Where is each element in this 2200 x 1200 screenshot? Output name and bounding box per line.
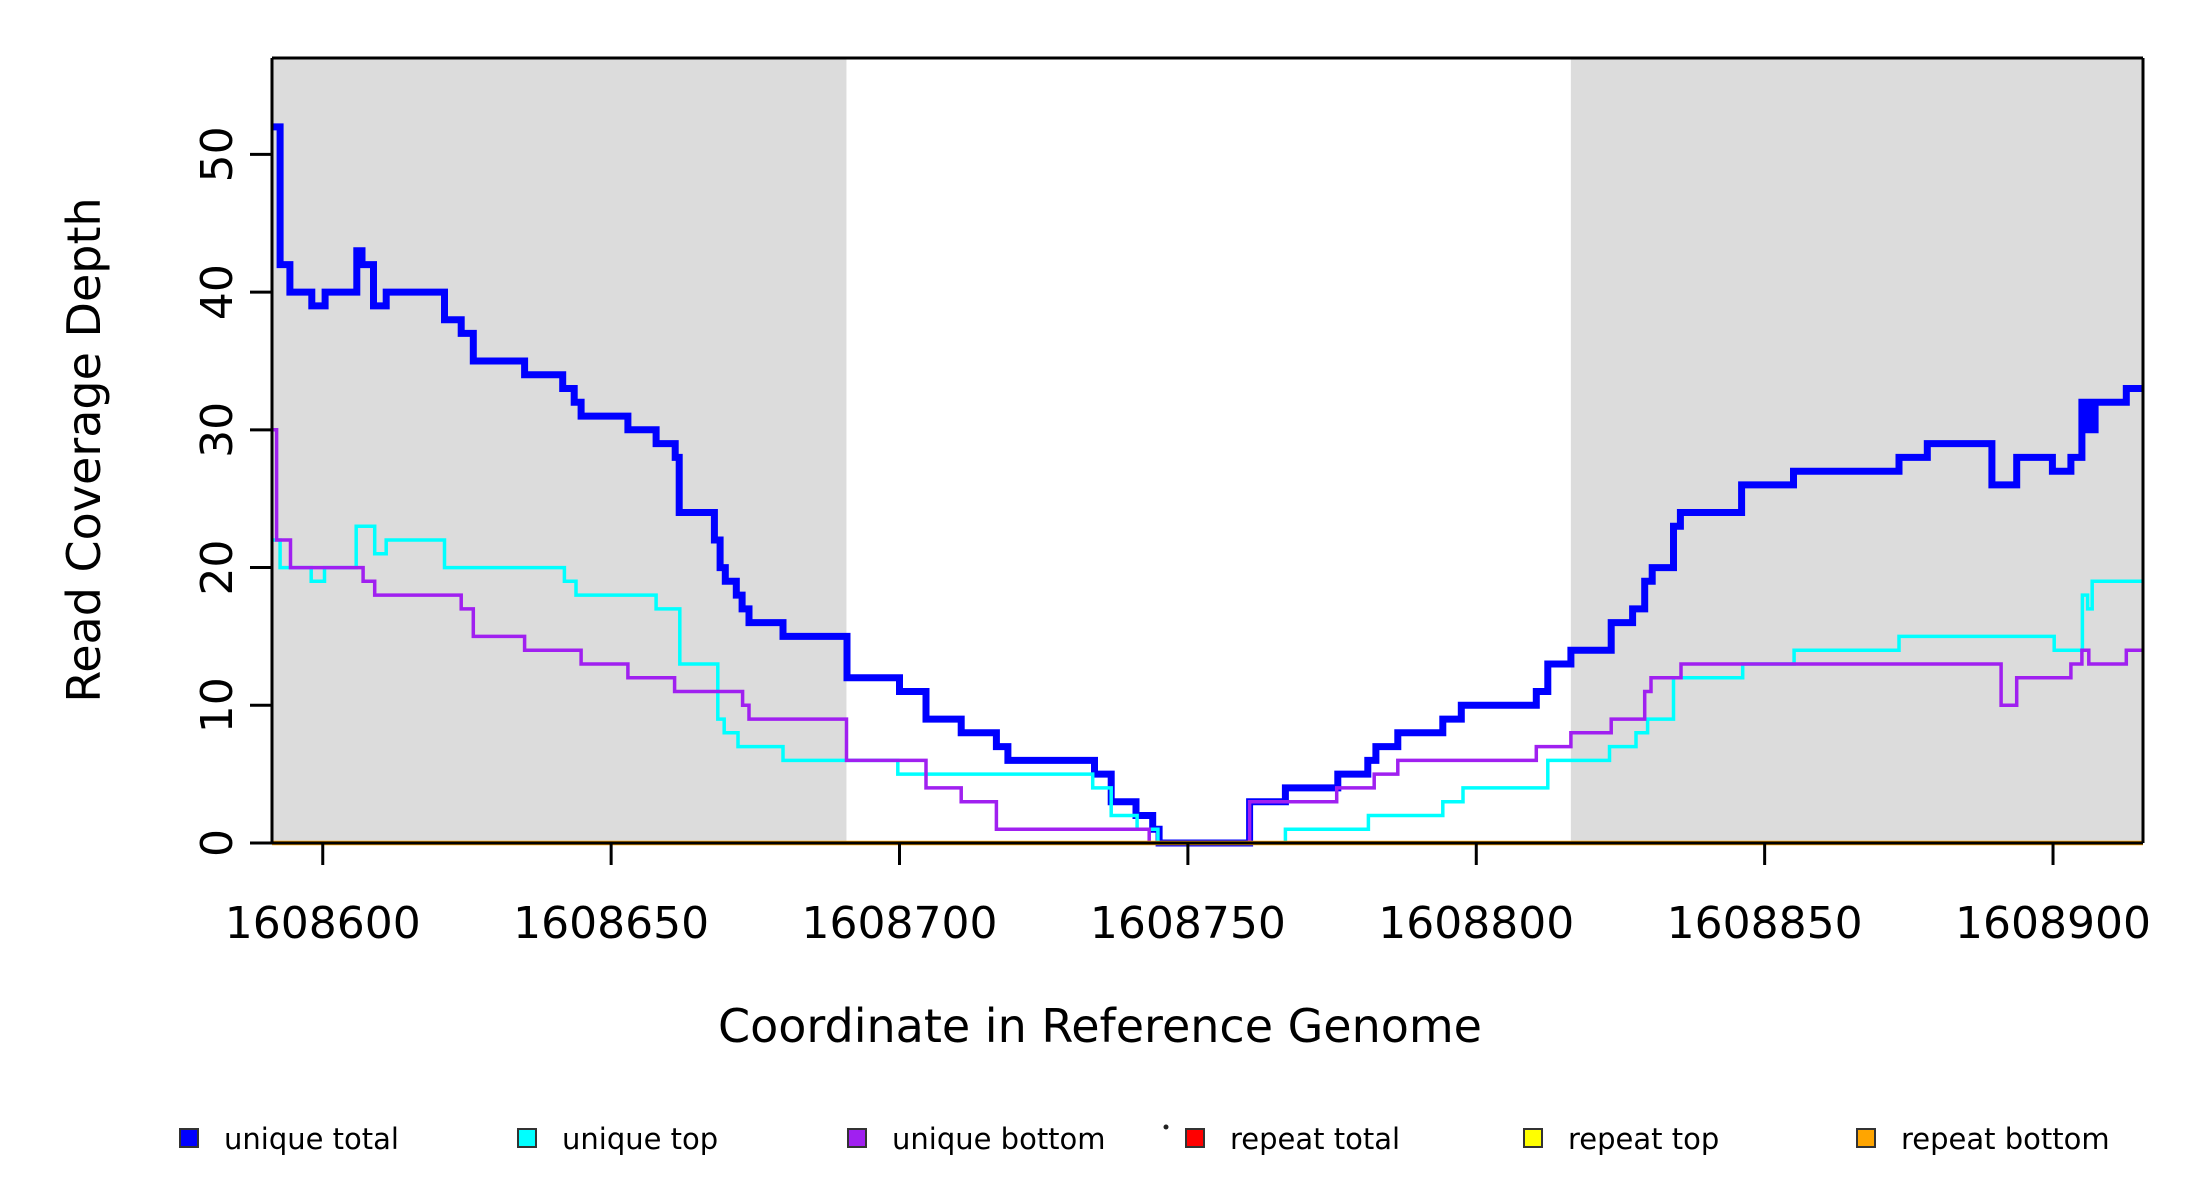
legend-item-repeat-bottom: repeat bottom	[1856, 1122, 2110, 1156]
axes: 1608600 1608650 1608700 1608750 1608800 16088…	[192, 56, 2151, 949]
x-tick-label: 1608600	[225, 898, 421, 949]
legend-swatch	[1523, 1128, 1543, 1148]
legend-label: repeat top	[1568, 1122, 1719, 1156]
legend-item-unique-bottom: unique bottom	[847, 1122, 1106, 1156]
y-tick-label: 20	[192, 540, 243, 596]
x-tick-label: 1608650	[513, 898, 709, 949]
x-axis-title: Coordinate in Reference Genome	[718, 999, 1482, 1053]
shaded-region	[1570, 58, 2143, 843]
legend-swatch	[1185, 1128, 1205, 1148]
legend-label: repeat total	[1230, 1122, 1400, 1156]
y-tick-label: 50	[192, 126, 243, 182]
legend-item-unique-total: unique total	[179, 1122, 399, 1156]
y-axis-title: Read Coverage Depth	[57, 197, 111, 702]
legend-swatch	[517, 1128, 537, 1148]
x-tick-label: 1608900	[1955, 898, 2151, 949]
x-tick-label: 1608700	[802, 898, 998, 949]
legend-item-repeat-top: repeat top	[1523, 1122, 1719, 1156]
legend-swatch	[847, 1128, 867, 1148]
y-tick-label: 0	[192, 829, 243, 857]
series-unique-bottom	[272, 428, 2143, 845]
y-tick-label: 40	[192, 264, 243, 320]
series-unique-total	[272, 123, 2143, 847]
shaded-region	[272, 58, 847, 843]
x-tick-label: 1608850	[1667, 898, 1863, 949]
stray-dot	[1163, 1124, 1169, 1130]
legend: unique total unique top unique bottom repea…	[179, 1122, 2110, 1156]
shaded-regions	[272, 58, 2143, 843]
y-tick-label: 30	[192, 402, 243, 458]
legend-swatch	[179, 1128, 199, 1148]
legend-item-unique-top: unique top	[517, 1122, 718, 1156]
y-tick-label: 10	[192, 677, 243, 733]
legend-label: unique top	[562, 1122, 718, 1156]
x-tick-label: 1608750	[1090, 898, 1286, 949]
legend-swatch	[1856, 1128, 1876, 1148]
legend-label: unique total	[224, 1122, 399, 1156]
legend-label: unique bottom	[892, 1122, 1106, 1156]
x-tick-label: 1608800	[1378, 898, 1574, 949]
legend-label: repeat bottom	[1901, 1122, 2110, 1156]
legend-item-repeat-total: repeat total	[1185, 1122, 1400, 1156]
